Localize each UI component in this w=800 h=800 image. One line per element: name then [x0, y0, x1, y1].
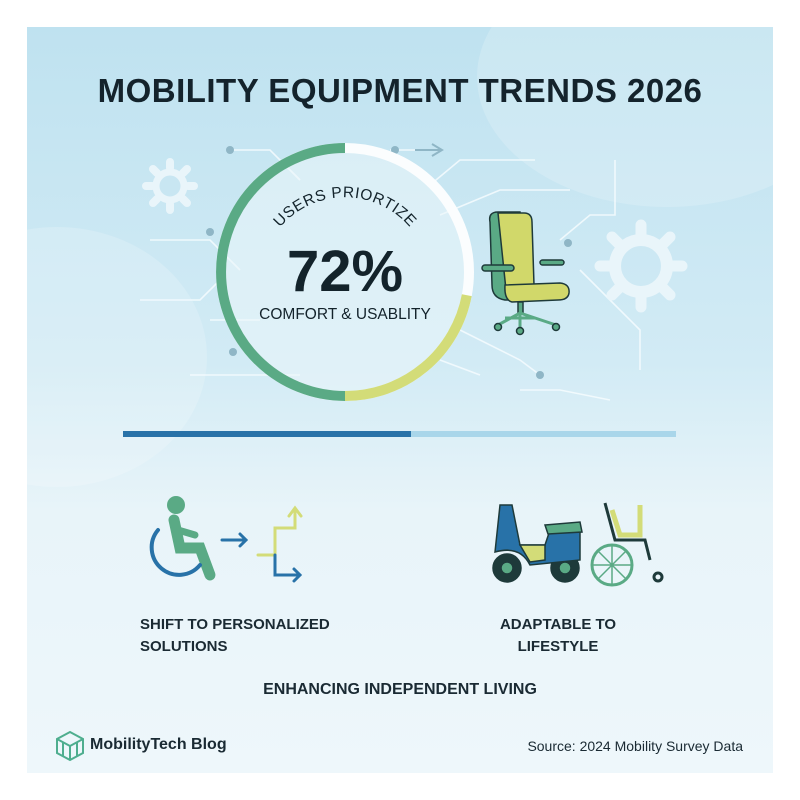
feature-caption-adaptable: ADAPTABLE TO LIFESTYLE [468, 614, 648, 658]
infographic-card [27, 27, 773, 773]
page-title: MOBILITY EQUIPMENT TRENDS 2026 [97, 72, 703, 109]
feature-caption-personalized: SHIFT TO PERSONALIZED SOLUTIONS [140, 614, 330, 658]
source-note: Source: 2024 Mobility Survey Data [527, 738, 743, 754]
progress-bar-fill [123, 431, 411, 437]
arrows-icon [220, 505, 303, 583]
tagline: ENHANCING INDEPENDENT LIVING [263, 681, 537, 698]
brand-logo-icon [56, 730, 84, 762]
scooter-icon [492, 504, 583, 583]
caption-line: SOLUTIONS [140, 638, 228, 655]
progress-bar [123, 431, 676, 437]
caption-line: SHIFT TO PERSONALIZED [140, 616, 330, 633]
ring-segment-yellow [344, 294, 472, 401]
caption-line: LIFESTYLE [517, 638, 599, 655]
caption-line: ADAPTABLE TO [499, 616, 617, 633]
brand-name: MobilityTech Blog [90, 736, 227, 753]
wheelchair-icon [590, 502, 664, 587]
stat-label: COMFORT & USABLITY [259, 306, 431, 323]
stat-value: 72% [286, 239, 404, 304]
office-chair-icon [481, 211, 570, 336]
ring-segment-green [216, 143, 346, 401]
wheelchair-user-icon [149, 496, 216, 581]
